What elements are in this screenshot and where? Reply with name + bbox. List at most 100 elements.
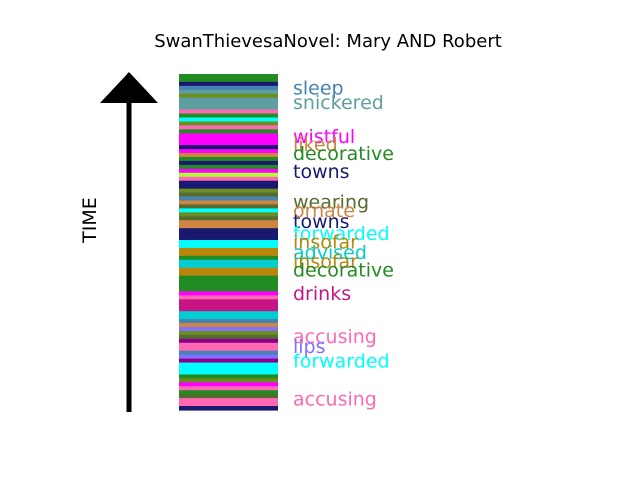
event-stripe: [179, 303, 278, 308]
event-stripe: [179, 374, 278, 379]
event-label: lips: [293, 336, 326, 358]
event-label: towns: [293, 161, 350, 183]
event-stripe: [179, 153, 278, 158]
event-stripe: [179, 267, 278, 273]
event-stripe: [179, 319, 278, 324]
event-label: wistful: [293, 126, 355, 148]
event-stripe: [179, 232, 278, 237]
event-stripe: [179, 366, 278, 372]
event-stripe: [179, 188, 278, 194]
event-stripe: [179, 338, 278, 344]
event-stripe: [179, 315, 278, 320]
event-label: insofar: [293, 251, 358, 273]
event-stripe: [179, 299, 278, 304]
event-stripe: [179, 311, 278, 316]
event-label: snickered: [293, 92, 384, 114]
event-stripe: [179, 259, 278, 265]
event-stripe: [179, 263, 278, 269]
event-label: towns: [293, 211, 350, 233]
event-label: forwarded: [293, 351, 390, 373]
time-axis-label: TIME: [79, 197, 101, 244]
event-stripe: [179, 125, 278, 130]
event-stripe: [179, 240, 278, 245]
event-stripe: [179, 172, 278, 178]
event-stripe: [179, 105, 278, 111]
event-stripe: [179, 323, 278, 328]
event-stripe: [179, 184, 278, 190]
event-stripe: [179, 283, 278, 289]
event-stripe: [179, 192, 278, 198]
event-stripe: [179, 97, 278, 103]
event-stripe: [179, 279, 278, 285]
event-stripe: [179, 133, 278, 138]
event-stripe: [179, 180, 278, 186]
event-stripe: [179, 220, 278, 225]
event-stripe: [179, 370, 278, 376]
event-stripe: [179, 390, 278, 395]
event-stripe: [179, 93, 278, 99]
event-stripe: [179, 137, 278, 142]
event-stripe: [179, 406, 278, 411]
event-stripe: [179, 236, 278, 241]
event-stripe: [179, 382, 278, 387]
event-stripe: [179, 326, 278, 332]
event-stripe: [179, 149, 278, 154]
event-stripe: [179, 402, 278, 407]
event-stripe: [179, 346, 278, 352]
event-stripe: [179, 141, 278, 146]
event-stripe: [179, 117, 278, 123]
event-stripe: [179, 212, 278, 217]
event-stripe: [179, 157, 278, 162]
event-stripe: [179, 113, 278, 119]
event-stripe: [179, 394, 278, 399]
event-stripe: [179, 255, 278, 261]
event-stripe: [179, 216, 278, 221]
event-stripe: [179, 342, 278, 348]
event-label: sleep: [293, 77, 344, 99]
event-stripe: [179, 176, 278, 182]
event-label: forwarded: [293, 223, 390, 245]
event-stripe: [179, 330, 278, 336]
event-stripe: [179, 271, 278, 277]
event-stripe: [179, 334, 278, 340]
event-stripe: [179, 81, 278, 87]
event-stripe: [179, 74, 278, 79]
event-stripe: [179, 243, 278, 249]
event-stripe: [179, 378, 278, 383]
event-label: accusing: [293, 389, 377, 411]
event-stripe: [179, 354, 278, 360]
event-stripe: [179, 275, 278, 281]
event-label: liked: [293, 134, 338, 156]
event-stripe: [179, 160, 278, 166]
event-stripe: [179, 145, 278, 150]
event-stripe: [179, 386, 278, 391]
event-stripe: [179, 398, 278, 403]
event-stripe: [179, 362, 278, 368]
time-arrow-head: [100, 72, 158, 103]
event-stripe: [179, 204, 278, 209]
event-label: advised: [293, 242, 367, 264]
event-label: insofar: [293, 231, 358, 253]
event-stripes: [179, 74, 278, 411]
event-stripe: [179, 358, 278, 364]
event-stripe: [179, 77, 278, 83]
event-stripe: [179, 307, 278, 312]
event-label: accusing: [293, 326, 377, 348]
event-label: ornate: [293, 200, 355, 222]
event-stripe: [179, 168, 278, 174]
time-arrow: [100, 72, 158, 412]
event-stripe: [179, 85, 278, 91]
event-stripe: [179, 224, 278, 229]
event-stripe: [179, 291, 278, 296]
event-stripe: [179, 350, 278, 356]
event-label: drinks: [293, 283, 351, 305]
event-stripe: [179, 208, 278, 213]
event-stripe: [179, 89, 278, 95]
event-stripe: [179, 228, 278, 233]
event-stripe: [179, 196, 278, 202]
event-label: wearing: [293, 192, 369, 214]
event-stripe: [179, 251, 278, 257]
event-label: decorative: [293, 260, 394, 282]
